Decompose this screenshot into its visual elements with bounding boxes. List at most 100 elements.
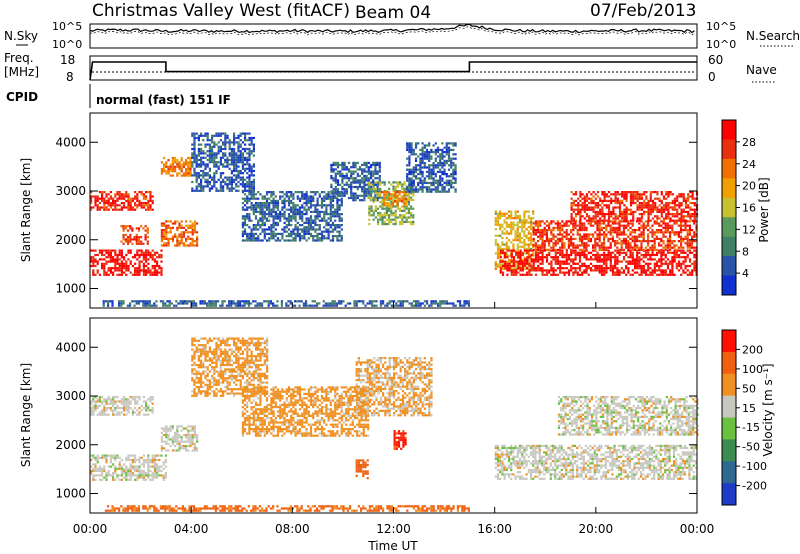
echo-cell bbox=[350, 188, 353, 191]
echo-cell bbox=[629, 222, 632, 225]
echo-cell bbox=[257, 219, 260, 222]
echo-cell bbox=[675, 231, 678, 234]
echo-cell bbox=[629, 242, 632, 245]
echo-cell bbox=[193, 145, 196, 148]
echo-cell bbox=[625, 253, 628, 257]
echo-cell bbox=[507, 261, 511, 264]
echo-cell bbox=[610, 193, 613, 196]
echo-cell bbox=[200, 134, 203, 137]
echo-cell bbox=[228, 176, 231, 179]
echo-cell bbox=[145, 269, 148, 272]
echo-cell bbox=[614, 231, 617, 234]
echo-cell bbox=[191, 244, 194, 247]
echo-cell bbox=[669, 235, 672, 238]
echo-cell bbox=[611, 220, 614, 223]
echo-cell bbox=[680, 202, 683, 205]
echo-cell bbox=[92, 256, 95, 259]
echo-cell bbox=[441, 164, 444, 167]
echo-cell bbox=[233, 134, 236, 137]
echo-cell bbox=[532, 262, 535, 265]
echo-cell bbox=[607, 231, 610, 234]
echo-cell bbox=[559, 271, 562, 274]
echo-cell bbox=[620, 233, 623, 236]
echo-cell bbox=[243, 193, 247, 196]
echo-cell bbox=[233, 132, 236, 135]
echo-cell bbox=[329, 210, 332, 213]
echo-cell bbox=[301, 210, 304, 213]
echo-cell bbox=[147, 208, 150, 211]
echo-cell bbox=[134, 208, 137, 211]
echo-cell bbox=[450, 181, 453, 184]
echo-cell bbox=[603, 258, 606, 261]
echo-cell bbox=[576, 244, 579, 247]
echo-cell bbox=[521, 269, 524, 272]
echo-cell bbox=[301, 193, 304, 196]
echo-cell bbox=[391, 204, 395, 207]
echo-cell bbox=[428, 142, 431, 145]
echo-cell bbox=[196, 235, 199, 238]
echo-cell bbox=[417, 164, 420, 167]
echo-cell bbox=[385, 223, 388, 226]
echo-cell bbox=[131, 242, 134, 245]
echo-cell bbox=[252, 185, 255, 188]
echo-cell bbox=[529, 243, 533, 246]
echo-cell bbox=[252, 154, 255, 157]
echo-cell bbox=[514, 265, 517, 268]
echo-cell bbox=[226, 134, 229, 137]
echo-cell bbox=[118, 208, 121, 211]
echo-cell bbox=[272, 191, 275, 194]
echo-cell bbox=[336, 213, 339, 216]
echo-cell bbox=[585, 233, 588, 236]
echo-cell bbox=[200, 174, 203, 177]
echo-cell bbox=[125, 260, 128, 263]
echo-cell bbox=[406, 177, 409, 180]
echo-cell bbox=[145, 256, 148, 259]
echo-cell bbox=[204, 167, 207, 170]
echo-cell bbox=[607, 253, 610, 257]
echo-cell bbox=[660, 262, 663, 265]
echo-cell bbox=[590, 202, 593, 205]
echo-cell bbox=[365, 161, 368, 164]
echo-cell bbox=[92, 206, 95, 209]
echo-cell bbox=[585, 264, 588, 268]
echo-cell bbox=[550, 262, 553, 265]
echo-cell bbox=[563, 242, 566, 245]
echo-cell bbox=[135, 227, 138, 230]
echo-cell bbox=[142, 202, 145, 205]
echo-cell bbox=[607, 191, 611, 194]
echo-cell bbox=[653, 231, 656, 234]
echo-cell bbox=[664, 246, 667, 249]
echo-cell bbox=[620, 244, 623, 247]
echo-cell bbox=[585, 199, 589, 202]
echo-cell bbox=[133, 300, 136, 303]
echo-cell bbox=[610, 213, 613, 216]
echo-cell bbox=[662, 262, 665, 265]
echo-cell bbox=[307, 195, 310, 198]
echo-cell bbox=[640, 253, 643, 257]
echo-cell bbox=[202, 134, 205, 137]
echo-cell bbox=[374, 170, 377, 173]
echo-cell bbox=[123, 256, 126, 259]
echo-cell bbox=[430, 175, 433, 178]
echo-cell bbox=[572, 193, 575, 196]
echo-cell bbox=[226, 163, 229, 166]
echo-cell bbox=[358, 194, 362, 197]
echo-cell bbox=[532, 264, 535, 268]
echo-cell bbox=[171, 165, 174, 168]
nave-label: Nave bbox=[746, 63, 777, 77]
echo-cell bbox=[270, 195, 273, 198]
echo-cell bbox=[504, 251, 507, 254]
echo-cell bbox=[338, 191, 341, 194]
echo-cell bbox=[298, 210, 302, 213]
echo-cell bbox=[340, 237, 343, 240]
echo-cell bbox=[250, 237, 253, 240]
echo-cell bbox=[323, 230, 326, 233]
echo-cell bbox=[561, 251, 564, 254]
echo-cell bbox=[548, 222, 551, 225]
echo-cell bbox=[213, 141, 216, 144]
echo-cell bbox=[312, 235, 315, 238]
echo-cell bbox=[556, 273, 560, 276]
echo-cell bbox=[90, 206, 93, 209]
echo-cell bbox=[254, 210, 258, 213]
echo-cell bbox=[123, 267, 126, 270]
